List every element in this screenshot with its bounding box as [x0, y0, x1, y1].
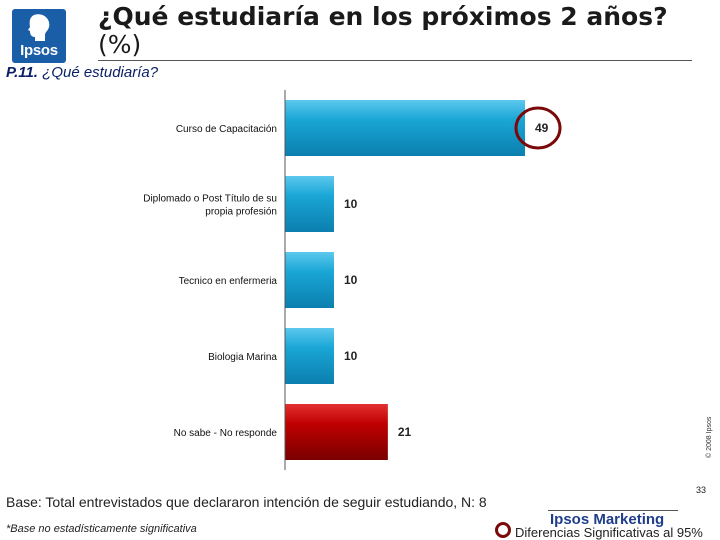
category-label-2: Tecnico en enfermeria — [179, 276, 278, 287]
significance-legend-icon — [495, 522, 511, 538]
ipsos-logo: Ipsos — [12, 9, 66, 63]
question-text: ¿Qué estudiaría? — [42, 64, 159, 81]
data-label-2: 10 — [344, 273, 358, 287]
base-note: Base: Total entrevistados que declararon… — [6, 494, 487, 510]
logo-wordmark: Ipsos — [20, 42, 58, 59]
significance-legend-text: Diferencias Significativas al 95% — [515, 525, 703, 540]
bar-3 — [285, 328, 334, 384]
page-title-main: ¿Qué estudiaría en los próximos 2 años? — [98, 2, 668, 31]
category-label-3: Biologia Marina — [208, 352, 277, 363]
question-label: P.11. ¿Qué estudiaría? — [6, 64, 158, 81]
bar-0 — [285, 100, 525, 156]
bar-4 — [285, 404, 388, 460]
category-label-0: Curso de Capacitación — [176, 124, 277, 135]
copyright-notice: © 2008 Ipsos — [706, 416, 713, 458]
title-divider — [98, 60, 692, 61]
data-label-1: 10 — [344, 197, 358, 211]
data-label-3: 10 — [344, 349, 358, 363]
significance-circle — [514, 106, 562, 150]
category-label-1: Diplomado o Post Título de su propia prof… — [143, 194, 277, 218]
bar-1 — [285, 176, 334, 232]
category-label-4: No sabe - No responde — [174, 428, 278, 439]
question-code: P.11. — [6, 64, 38, 81]
bar-2 — [285, 252, 334, 308]
head-silhouette-icon — [28, 14, 50, 41]
data-label-0: 49 — [535, 121, 549, 135]
brand-divider — [548, 510, 678, 511]
page-title-suffix: (%) — [98, 30, 142, 59]
page-number: 33 — [696, 485, 707, 495]
footnote: *Base no estadísticamente significativa — [6, 523, 197, 535]
page-title: ¿Qué estudiaría en los próximos 2 años? … — [98, 3, 678, 59]
brand-name: Ipsos Marketing — [550, 511, 665, 528]
data-label-4: 21 — [398, 425, 412, 439]
